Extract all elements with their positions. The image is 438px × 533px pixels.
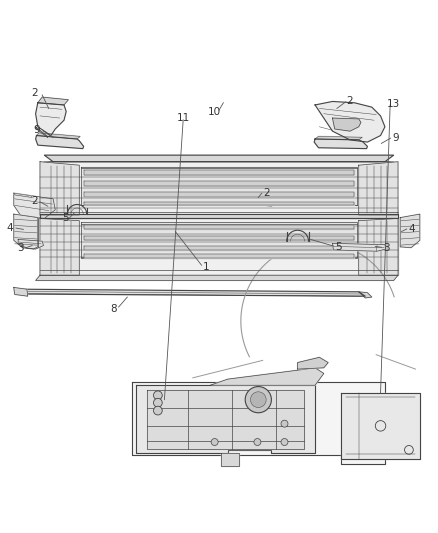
Text: 8: 8 — [110, 304, 117, 314]
Text: 9: 9 — [392, 133, 399, 143]
Polygon shape — [84, 192, 354, 197]
Polygon shape — [221, 454, 239, 466]
Polygon shape — [341, 393, 420, 459]
Text: 4: 4 — [409, 224, 415, 234]
Text: 2: 2 — [346, 96, 353, 107]
Circle shape — [153, 391, 162, 400]
Polygon shape — [35, 275, 398, 280]
Polygon shape — [84, 236, 354, 240]
Text: 1: 1 — [203, 262, 209, 272]
Polygon shape — [332, 118, 361, 131]
Circle shape — [251, 392, 266, 408]
Text: 2: 2 — [264, 188, 270, 198]
Polygon shape — [359, 219, 398, 275]
Polygon shape — [314, 139, 367, 149]
Circle shape — [153, 398, 162, 407]
Polygon shape — [359, 292, 372, 298]
Polygon shape — [35, 135, 84, 149]
Polygon shape — [136, 385, 315, 454]
Polygon shape — [36, 133, 80, 139]
Polygon shape — [84, 171, 354, 175]
Polygon shape — [18, 239, 43, 249]
Polygon shape — [35, 127, 48, 138]
Polygon shape — [14, 193, 32, 198]
Text: 10: 10 — [208, 107, 221, 117]
Circle shape — [254, 439, 261, 446]
Polygon shape — [18, 289, 365, 296]
Polygon shape — [81, 167, 357, 205]
Polygon shape — [40, 219, 398, 275]
Polygon shape — [84, 246, 354, 250]
Circle shape — [153, 406, 162, 415]
Polygon shape — [84, 254, 354, 258]
Polygon shape — [35, 103, 66, 135]
Circle shape — [281, 420, 288, 427]
Polygon shape — [147, 390, 304, 449]
Polygon shape — [359, 161, 398, 215]
Polygon shape — [332, 244, 386, 251]
Polygon shape — [38, 97, 68, 105]
Polygon shape — [315, 136, 362, 140]
Text: 2: 2 — [32, 88, 38, 98]
Polygon shape — [210, 368, 324, 385]
Polygon shape — [40, 219, 79, 275]
Text: 3: 3 — [17, 243, 24, 253]
Text: 5: 5 — [335, 242, 342, 252]
Polygon shape — [40, 161, 79, 215]
Text: 13: 13 — [387, 99, 400, 109]
Circle shape — [245, 386, 272, 413]
Polygon shape — [132, 382, 385, 464]
Polygon shape — [297, 357, 328, 369]
Text: 11: 11 — [177, 113, 190, 123]
Circle shape — [281, 439, 288, 446]
Text: 4: 4 — [6, 223, 13, 233]
Circle shape — [211, 439, 218, 446]
Text: 5: 5 — [62, 214, 69, 223]
Polygon shape — [243, 191, 280, 206]
Polygon shape — [84, 202, 354, 205]
Polygon shape — [44, 155, 394, 161]
Text: 2: 2 — [31, 196, 38, 206]
Polygon shape — [40, 214, 398, 219]
Polygon shape — [14, 193, 55, 219]
Polygon shape — [14, 287, 28, 296]
Polygon shape — [40, 161, 398, 215]
Polygon shape — [315, 101, 385, 142]
Polygon shape — [81, 222, 357, 258]
Text: 9: 9 — [33, 125, 40, 135]
Text: 3: 3 — [383, 243, 389, 253]
Polygon shape — [84, 225, 354, 229]
Polygon shape — [400, 214, 420, 248]
Polygon shape — [84, 181, 354, 185]
Polygon shape — [14, 214, 38, 249]
